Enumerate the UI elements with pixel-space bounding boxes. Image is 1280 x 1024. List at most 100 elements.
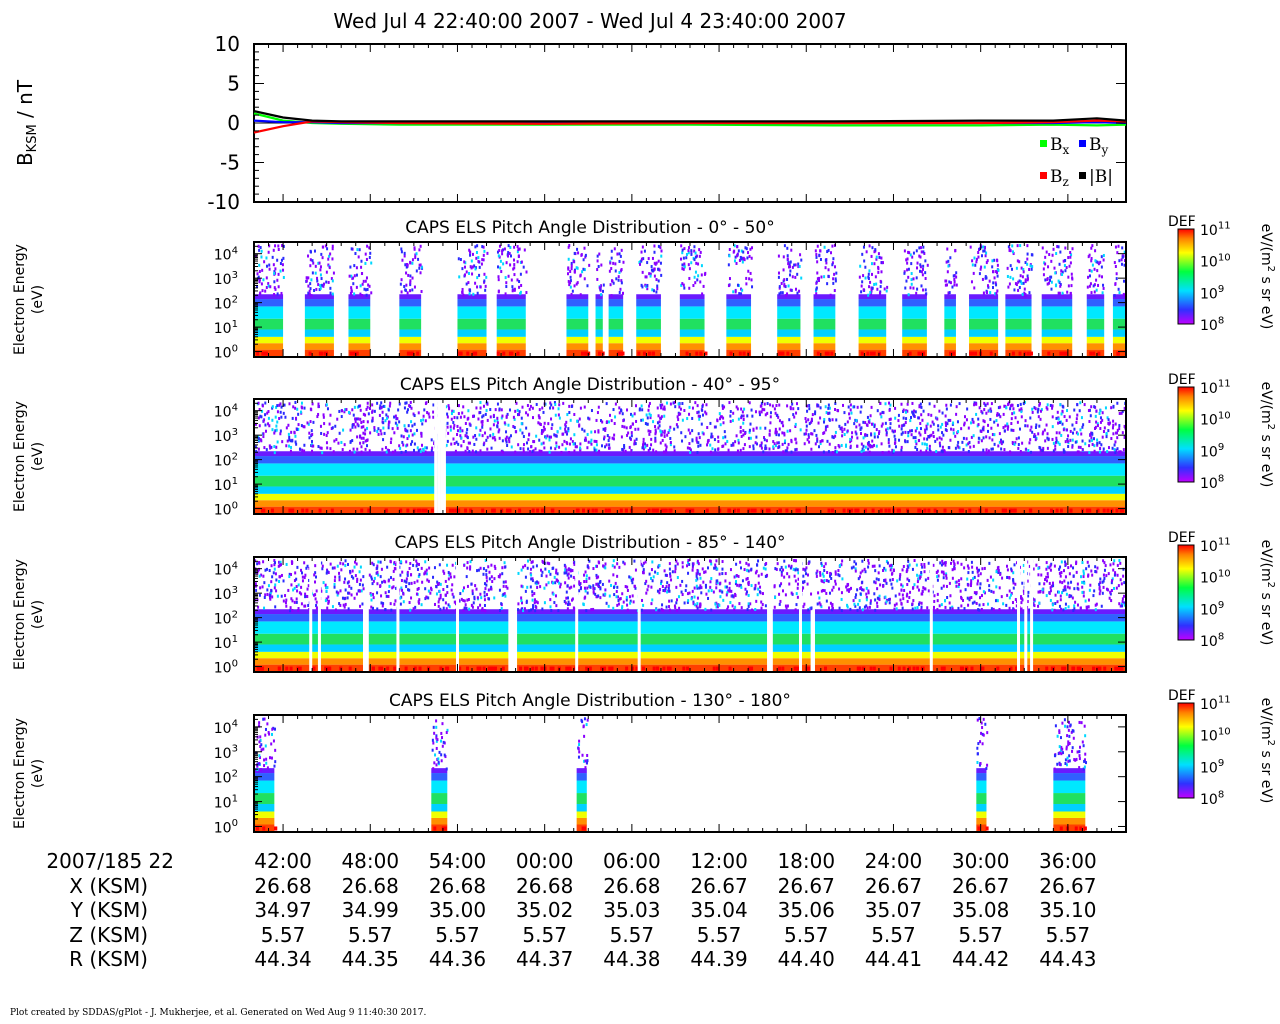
count-speckle xyxy=(764,604,767,608)
spectrogram-image xyxy=(254,243,1126,357)
count-speckle xyxy=(446,425,449,429)
count-speckle xyxy=(642,437,645,441)
count-speckle xyxy=(569,281,572,285)
count-speckle xyxy=(619,508,623,513)
count-speckle xyxy=(481,415,484,419)
count-speckle xyxy=(877,252,880,256)
count-speckle xyxy=(490,585,493,589)
count-speckle xyxy=(456,432,459,436)
count-speckle xyxy=(413,581,416,585)
count-speckle xyxy=(277,666,281,671)
count-speckle xyxy=(933,508,937,513)
count-speckle xyxy=(657,565,660,569)
count-speckle xyxy=(661,608,664,612)
count-speckle xyxy=(258,574,261,578)
count-speckle xyxy=(680,244,683,248)
count-speckle xyxy=(522,265,525,269)
count-speckle xyxy=(258,407,261,411)
count-speckle xyxy=(790,564,793,568)
energy-band xyxy=(254,664,363,672)
count-speckle xyxy=(289,606,292,610)
count-speckle xyxy=(1024,424,1027,428)
energy-band xyxy=(457,306,487,319)
count-speckle xyxy=(565,590,568,594)
count-speckle xyxy=(915,276,918,280)
count-speckle xyxy=(777,254,780,258)
count-speckle xyxy=(457,508,461,513)
count-speckle xyxy=(401,440,404,444)
count-speckle xyxy=(406,429,409,433)
count-speckle xyxy=(888,444,891,448)
count-speckle xyxy=(1019,449,1022,453)
count-speckle xyxy=(356,577,359,581)
count-speckle xyxy=(322,413,325,417)
count-speckle xyxy=(563,599,566,603)
count-speckle xyxy=(555,578,558,582)
count-speckle xyxy=(759,585,762,589)
count-speckle xyxy=(288,435,291,439)
count-speckle xyxy=(790,591,793,595)
count-speckle xyxy=(657,414,660,418)
count-speckle xyxy=(717,435,720,439)
count-speckle xyxy=(729,414,732,418)
count-speckle xyxy=(438,597,441,601)
count-speckle xyxy=(348,591,351,595)
count-speckle xyxy=(586,446,589,450)
count-speckle xyxy=(1076,403,1079,407)
count-speckle xyxy=(418,573,421,577)
count-speckle xyxy=(667,430,670,434)
count-speckle xyxy=(402,592,405,596)
count-speckle xyxy=(1086,508,1090,513)
count-speckle xyxy=(520,584,523,588)
count-speckle xyxy=(475,437,478,441)
energy-band xyxy=(496,329,526,337)
count-speckle xyxy=(333,566,336,570)
energy-band xyxy=(254,329,284,337)
count-speckle xyxy=(856,405,859,409)
count-speckle xyxy=(403,579,406,583)
mag-y-tick-label: 0 xyxy=(227,111,240,135)
count-speckle xyxy=(326,446,329,450)
count-speckle xyxy=(481,245,484,249)
count-speckle xyxy=(834,408,837,412)
count-speckle xyxy=(481,607,484,611)
count-speckle xyxy=(647,448,650,452)
count-speckle xyxy=(476,285,479,289)
count-speckle xyxy=(888,564,891,568)
count-speckle xyxy=(466,598,469,602)
count-speckle xyxy=(356,447,359,451)
count-speckle xyxy=(922,409,925,413)
count-speckle xyxy=(681,593,684,597)
count-speckle xyxy=(1064,259,1067,263)
count-speckle xyxy=(504,276,507,280)
count-speckle xyxy=(578,580,581,584)
count-speckle xyxy=(816,260,819,264)
count-speckle xyxy=(320,561,323,565)
count-speckle xyxy=(710,435,713,439)
count-speckle xyxy=(981,411,984,415)
colorbar-tick-label: 1010 xyxy=(1200,252,1231,270)
count-speckle xyxy=(594,430,597,434)
count-speckle xyxy=(598,351,602,356)
count-speckle xyxy=(476,244,479,248)
count-speckle xyxy=(572,259,575,263)
energy-band xyxy=(595,343,603,350)
count-speckle xyxy=(389,559,392,563)
count-speckle xyxy=(356,435,359,439)
count-speckle xyxy=(590,409,593,413)
count-speckle xyxy=(806,409,809,413)
count-speckle xyxy=(303,449,306,453)
count-speckle xyxy=(907,267,910,271)
count-speckle xyxy=(652,575,655,579)
count-speckle xyxy=(294,571,297,575)
count-speckle xyxy=(649,447,652,451)
count-speckle xyxy=(656,572,659,576)
count-speckle xyxy=(347,562,350,566)
count-speckle xyxy=(1121,410,1124,414)
count-speckle xyxy=(454,449,457,453)
count-speckle xyxy=(796,291,799,295)
count-speckle xyxy=(1042,446,1045,450)
count-speckle xyxy=(765,562,768,566)
count-speckle xyxy=(273,280,276,284)
